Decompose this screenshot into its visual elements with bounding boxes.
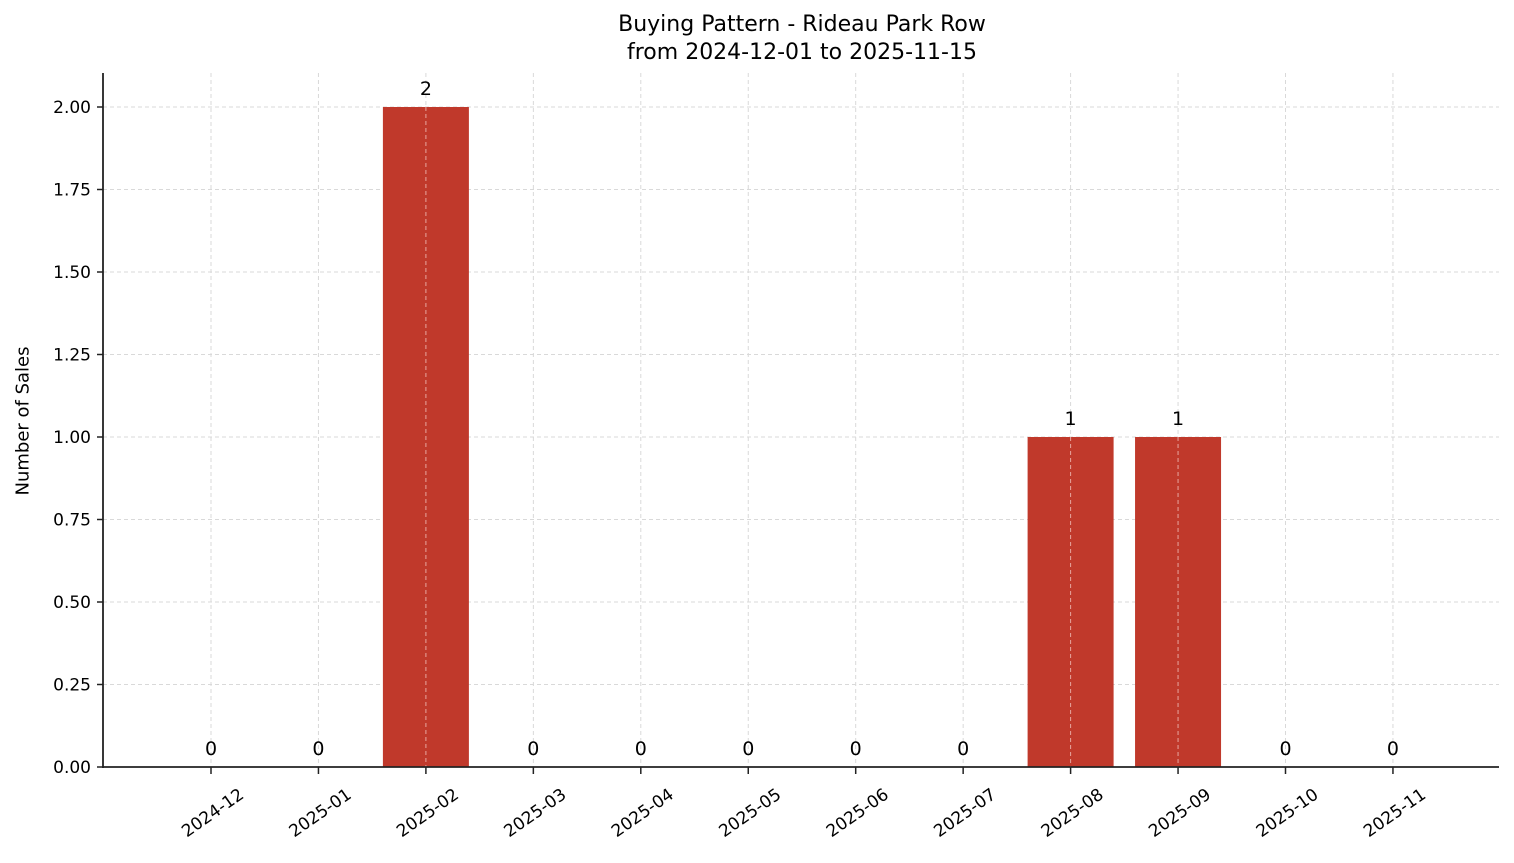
x-tick-label: 2025-10 bbox=[1253, 785, 1323, 842]
bar-value-label: 0 bbox=[205, 738, 217, 760]
bar-value-label: 0 bbox=[635, 738, 647, 760]
chart-title: Buying Pattern - Rideau Park Row bbox=[618, 12, 986, 37]
y-tick-label: 1.50 bbox=[53, 263, 91, 283]
chart-subtitle: from 2024-12-01 to 2025-11-15 bbox=[627, 40, 977, 65]
y-tick-label: 0.00 bbox=[53, 758, 91, 778]
y-tick-label: 2.00 bbox=[53, 98, 91, 118]
bar-value-label: 0 bbox=[312, 738, 324, 760]
x-tick-label: 2025-09 bbox=[1145, 785, 1215, 842]
y-tick-label: 1.75 bbox=[53, 181, 91, 201]
y-tick-label: 0.50 bbox=[53, 593, 91, 613]
y-tick-label: 0.75 bbox=[53, 511, 91, 531]
x-tick-label: 2025-04 bbox=[608, 785, 678, 842]
y-tick-label: 0.25 bbox=[53, 676, 91, 696]
x-tick-label: 2025-05 bbox=[715, 785, 785, 842]
y-tick-label: 1.00 bbox=[53, 428, 91, 448]
x-tick-label: 2025-02 bbox=[393, 785, 463, 842]
bar-value-label: 1 bbox=[1172, 408, 1184, 430]
bar-value-label: 2 bbox=[420, 78, 432, 100]
bar-value-label: 0 bbox=[957, 738, 969, 760]
bar-value-label: 0 bbox=[527, 738, 539, 760]
bar-value-label: 0 bbox=[1279, 738, 1291, 760]
x-tick-label: 2025-06 bbox=[823, 785, 893, 842]
x-tick-label: 2025-11 bbox=[1360, 785, 1430, 842]
x-tick-label: 2025-01 bbox=[286, 785, 356, 842]
y-tick-label: 1.25 bbox=[53, 346, 91, 366]
bar-value-label: 0 bbox=[850, 738, 862, 760]
bar-value-label: 1 bbox=[1065, 408, 1077, 430]
x-tick-label: 2025-03 bbox=[501, 785, 571, 842]
x-tick-label: 2024-12 bbox=[178, 785, 248, 842]
bar-value-label: 0 bbox=[742, 738, 754, 760]
x-tick-label: 2025-07 bbox=[930, 785, 1000, 842]
bar-value-label: 0 bbox=[1387, 738, 1399, 760]
x-tick-label: 2025-08 bbox=[1038, 785, 1108, 842]
